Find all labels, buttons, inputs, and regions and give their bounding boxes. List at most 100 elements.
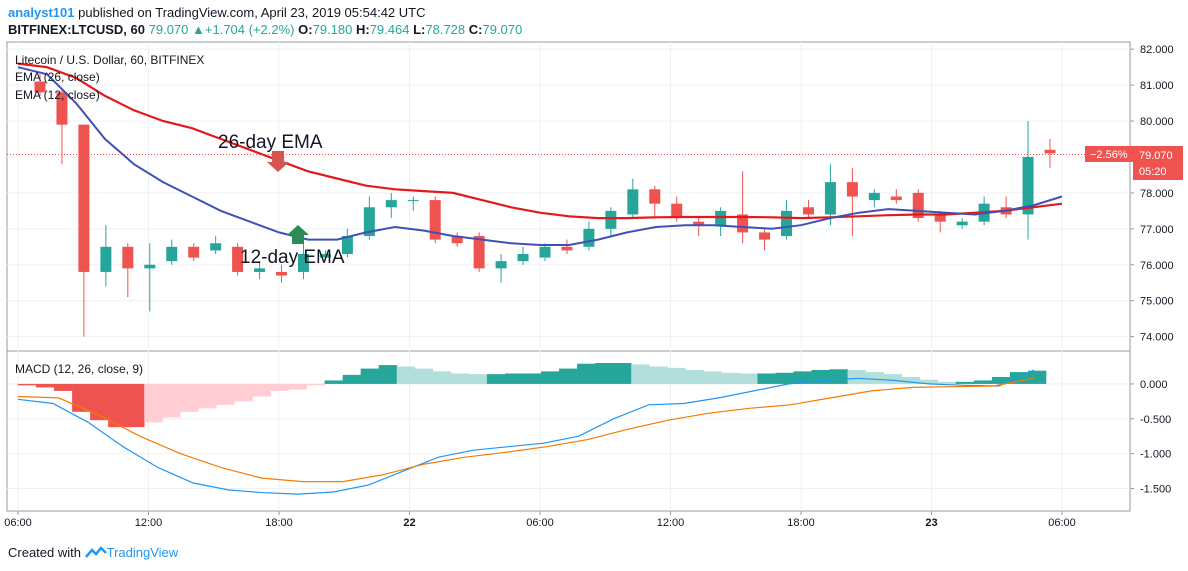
last-price-badge <box>1133 146 1183 180</box>
macd-hist-bar <box>486 374 506 384</box>
low-value: 78.728 <box>425 22 466 37</box>
time-tick-label: 23 <box>925 517 937 529</box>
candle <box>276 264 288 283</box>
macd-hist-bar <box>577 363 596 384</box>
macd-hist-bar <box>667 367 686 384</box>
tradingview-brand-link[interactable]: TradingView <box>106 545 179 560</box>
candle <box>824 164 836 226</box>
macd-hist-bar <box>306 383 325 386</box>
candle-body <box>693 221 705 226</box>
macd-histogram <box>18 363 1047 428</box>
time-tick-label: 12:00 <box>657 517 685 529</box>
candle <box>100 225 112 287</box>
open-label: O: <box>298 22 313 37</box>
macd-hist-bar <box>559 368 578 384</box>
price-axis[interactable]: 82.00081.00080.00079.00078.00077.00076.0… <box>1130 44 1174 344</box>
macd-hist-bar <box>234 383 253 402</box>
candle <box>561 239 573 254</box>
tradingview-logo-icon <box>84 546 107 558</box>
macd-tick-label: -0.500 <box>1140 414 1171 426</box>
macd-hist-bar <box>18 383 37 386</box>
macd-hist-bar <box>360 368 380 384</box>
candle <box>122 243 134 298</box>
candle <box>605 207 617 237</box>
macd-tick-label: -1.000 <box>1140 449 1171 461</box>
candle-body <box>781 210 793 237</box>
macd-hist-bar <box>865 372 884 384</box>
macd-hist-bar <box>1027 370 1047 384</box>
candle <box>890 189 902 204</box>
candle <box>956 218 968 229</box>
candle <box>583 221 595 251</box>
change-pct-badge <box>1085 146 1133 162</box>
last-price: 79.070 <box>148 22 189 37</box>
change-up-icon: ▲ <box>192 22 205 37</box>
bar-countdown: 05:20 <box>1139 166 1167 178</box>
macd-hist-bar <box>883 374 903 384</box>
arrow-down-icon <box>267 151 289 172</box>
price-tick-label: 80.000 <box>1140 116 1174 128</box>
time-tick-label: 18:00 <box>265 517 293 529</box>
candle-body <box>407 200 419 202</box>
candle-body <box>846 182 858 197</box>
candle-body <box>583 228 595 247</box>
candle <box>429 196 441 244</box>
macd-hist-bar <box>757 373 776 384</box>
candle <box>495 253 507 283</box>
candle-body <box>100 246 112 272</box>
candle <box>319 250 331 262</box>
candle <box>627 178 639 219</box>
candle <box>868 189 880 208</box>
candle-body <box>363 207 375 237</box>
legend-ema12: EMA (12, close) <box>15 88 100 102</box>
candle <box>188 243 200 262</box>
time-axis[interactable]: 06:00 12:00 18:00 22 06:00 12:00 18:00 23 06:00 <box>4 511 1076 529</box>
macd-hist-bar <box>270 383 289 391</box>
low-label: L: <box>413 22 426 37</box>
candle-body <box>341 236 353 254</box>
macd-hist-bar <box>396 366 416 384</box>
candlestick-series <box>34 74 1056 337</box>
macd-hist-bar <box>739 373 758 384</box>
candle-body <box>539 246 551 258</box>
candle-body <box>495 261 507 269</box>
time-tick-label: 06:00 <box>1048 517 1076 529</box>
close-label: C: <box>468 22 483 37</box>
candle-body <box>605 210 617 229</box>
macd-axis[interactable]: 0.000 -0.500 -1.000 -1.500 <box>1130 379 1171 496</box>
created-with-text: Created with <box>8 545 81 560</box>
candle <box>56 88 68 165</box>
candle <box>254 261 266 280</box>
macd-hist-bar <box>955 381 975 384</box>
macd-hist-bar <box>378 365 398 384</box>
macd-hist-bar <box>595 363 614 384</box>
price-tick-label: 76.000 <box>1140 260 1174 272</box>
candle-body <box>254 268 266 272</box>
annotation-12-day-ema: 12-day EMA <box>240 247 345 268</box>
candle-body <box>1022 156 1034 215</box>
candle-body <box>671 203 683 219</box>
macd-hist-bar <box>721 372 740 384</box>
candle <box>232 243 244 276</box>
macd-hist-bar <box>288 383 307 390</box>
candle <box>166 239 178 265</box>
publish-info: analyst101 published on TradingView.com,… <box>8 5 426 20</box>
candle-body <box>166 246 178 262</box>
macd-hist-bar <box>793 371 812 384</box>
time-tick-label: 12:00 <box>135 517 163 529</box>
username-link[interactable]: analyst101 <box>8 5 75 20</box>
candle-body <box>759 232 771 240</box>
candle <box>451 232 463 247</box>
macd-hist-bar <box>414 368 434 384</box>
candle <box>737 171 749 244</box>
macd-hist-bar <box>631 364 650 384</box>
macd-hist-bar <box>685 369 704 384</box>
macd-hist-bar <box>54 383 73 391</box>
change-pct-label: −2.56% <box>1090 149 1128 161</box>
candle <box>341 228 353 258</box>
macd-hist-bar <box>937 381 957 384</box>
macd-hist-bar <box>847 369 866 384</box>
annotation-26-day-ema: 26-day EMA <box>218 132 323 153</box>
candle <box>1022 121 1034 240</box>
